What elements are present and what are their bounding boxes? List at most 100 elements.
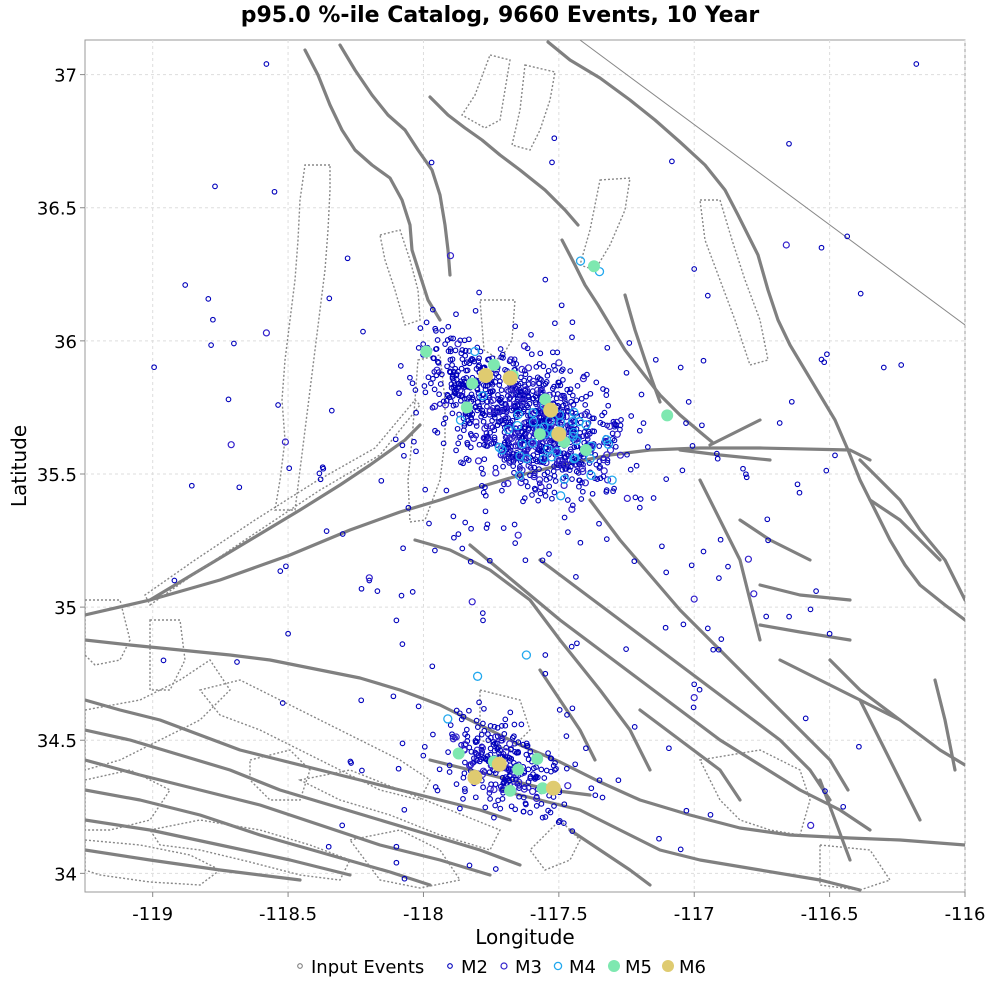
event-m3 [535,476,544,484]
event-m2 [378,477,385,484]
event-m2 [691,681,698,688]
event-m2 [359,767,365,774]
event-m2 [554,391,561,397]
event-m2 [491,436,498,443]
event-m2 [610,488,616,495]
event-m2 [420,752,427,759]
event-m2 [459,347,466,353]
event-m3 [452,733,460,741]
event-m2 [462,788,468,795]
event-m2 [477,405,483,412]
event-m2 [423,319,430,326]
event-m2 [466,862,473,869]
event-m2 [548,755,555,762]
event-m2 [484,521,491,528]
event-m2 [583,745,589,752]
event-m3 [616,451,625,459]
event-m2 [567,446,574,453]
event-m2 [481,442,488,448]
event-m2 [567,368,574,374]
event-m2 [476,355,482,362]
event-m4 [528,408,538,418]
event-m2 [631,724,638,730]
event-m2 [644,444,651,450]
event-m2 [508,803,515,810]
event-m3 [566,448,575,456]
event-m2 [445,749,451,755]
event-m4 [607,475,617,485]
event-m2 [544,372,551,379]
legend-label: M3 [515,957,542,978]
event-m2 [717,536,724,543]
event-m2 [472,307,479,314]
event-m3 [554,416,563,424]
event-m2 [400,545,406,552]
event-m2 [685,399,692,405]
event-m2 [473,750,480,757]
event-m2 [395,765,402,772]
event-m2 [640,420,647,426]
event-m3 [503,386,511,394]
event-m2 [532,486,539,493]
event-m2 [456,710,463,717]
event-m2 [561,801,568,808]
event-m4 [556,491,566,501]
event-m5 [536,782,549,795]
event-m2 [700,548,707,555]
event-m2 [320,465,327,472]
event-m2 [562,398,568,404]
event-m2 [401,875,408,882]
event-m2 [415,703,422,710]
event-m2 [462,352,469,359]
event-m2 [494,746,501,753]
event-m2 [493,740,500,747]
event-m2 [533,364,540,370]
event-m2 [473,717,480,724]
event-m2 [615,777,622,784]
event-m2 [623,369,630,376]
event-m2 [489,381,496,388]
event-m2 [460,415,467,422]
event-m2 [659,543,665,550]
event-m2 [422,486,429,493]
event-m3 [750,590,758,598]
event-m2 [491,434,498,441]
event-m2 [434,358,441,365]
event-m2 [486,769,493,776]
event-m5 [504,784,517,797]
event-m2 [503,744,510,751]
event-m2 [546,551,552,557]
event-m2 [436,766,443,773]
legend-marker [447,963,453,969]
event-m2 [443,487,450,494]
event-m2 [468,525,474,532]
event-m2 [205,296,212,302]
event-m2 [417,325,424,331]
event-m3 [606,422,614,430]
event-m3 [514,531,522,539]
event-m2 [522,557,529,564]
event-m2 [497,346,504,352]
event-m2 [486,557,493,564]
event-m2 [285,630,291,637]
event-m2 [231,340,237,347]
event-m2 [545,807,551,814]
event-m3 [365,574,373,582]
event-m4 [552,447,562,457]
event-m5 [452,747,465,760]
event-m3 [612,418,621,426]
event-m2 [390,693,397,700]
event-m2 [542,670,549,677]
event-m2 [669,158,675,165]
event-m2 [807,606,814,613]
event-m2 [776,420,783,426]
event-m2 [740,465,746,472]
x-tick-label: -116 [945,904,986,925]
event-m3 [489,396,497,404]
event-m2 [564,497,571,503]
event-m2 [666,745,672,752]
event-m2 [459,356,466,362]
event-m2 [480,720,486,727]
event-m2 [529,395,536,402]
